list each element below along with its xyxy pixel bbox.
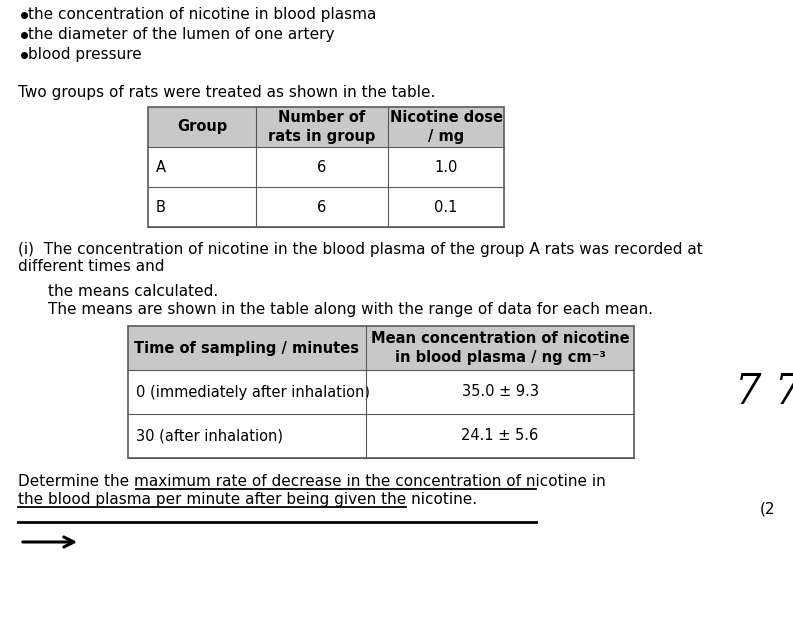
Bar bbox=[148, 107, 256, 147]
Bar bbox=[388, 107, 504, 147]
Text: Determine the maximum rate of decrease in the concentration of nicotine in: Determine the maximum rate of decrease i… bbox=[18, 474, 606, 489]
Text: 35.0 ± 9.3: 35.0 ± 9.3 bbox=[462, 385, 538, 399]
Text: (2: (2 bbox=[760, 502, 775, 517]
Bar bbox=[128, 370, 366, 414]
Bar bbox=[388, 147, 504, 187]
Text: 6: 6 bbox=[317, 159, 327, 174]
Bar bbox=[256, 107, 388, 147]
Text: Mean concentration of nicotine
in blood plasma / ng cm⁻³: Mean concentration of nicotine in blood … bbox=[370, 331, 630, 365]
Text: blood pressure: blood pressure bbox=[28, 48, 142, 62]
Bar bbox=[148, 147, 256, 187]
Text: B: B bbox=[156, 199, 166, 215]
Text: The means are shown in the table along with the range of data for each mean.: The means are shown in the table along w… bbox=[48, 302, 653, 317]
Text: Nicotine dose
/ mg: Nicotine dose / mg bbox=[389, 110, 503, 144]
Text: Two groups of rats were treated as shown in the table.: Two groups of rats were treated as shown… bbox=[18, 85, 435, 100]
Text: the concentration of nicotine in blood plasma: the concentration of nicotine in blood p… bbox=[28, 8, 377, 23]
Text: Group: Group bbox=[177, 120, 227, 134]
Bar bbox=[256, 147, 388, 187]
Bar bbox=[148, 107, 504, 227]
Text: A: A bbox=[156, 159, 166, 174]
Text: 24.1 ± 5.6: 24.1 ± 5.6 bbox=[462, 428, 538, 444]
Text: 6: 6 bbox=[317, 199, 327, 215]
Text: the means calculated.: the means calculated. bbox=[48, 284, 218, 299]
Bar bbox=[366, 414, 634, 458]
Text: the diameter of the lumen of one artery: the diameter of the lumen of one artery bbox=[28, 28, 335, 42]
Bar bbox=[256, 187, 388, 227]
Text: 0.1: 0.1 bbox=[435, 199, 458, 215]
Text: the blood plasma per minute after being given the nicotine.: the blood plasma per minute after being … bbox=[18, 492, 477, 507]
Bar bbox=[128, 414, 366, 458]
Bar bbox=[148, 187, 256, 227]
Text: (i)  The concentration of nicotine in the blood plasma of the group A rats was r: (i) The concentration of nicotine in the… bbox=[18, 242, 703, 257]
Bar bbox=[366, 326, 634, 370]
Bar bbox=[388, 187, 504, 227]
Text: Time of sampling / minutes: Time of sampling / minutes bbox=[135, 341, 359, 356]
Text: 1.0: 1.0 bbox=[435, 159, 458, 174]
Bar bbox=[128, 326, 634, 458]
Text: 0 (immediately after inhalation): 0 (immediately after inhalation) bbox=[136, 385, 370, 399]
Text: 30 (after inhalation): 30 (after inhalation) bbox=[136, 428, 283, 444]
Bar bbox=[366, 370, 634, 414]
Bar bbox=[128, 326, 366, 370]
Text: Number of
rats in group: Number of rats in group bbox=[268, 110, 376, 144]
Text: different times and: different times and bbox=[18, 259, 164, 274]
Text: 7 7: 7 7 bbox=[735, 371, 793, 413]
